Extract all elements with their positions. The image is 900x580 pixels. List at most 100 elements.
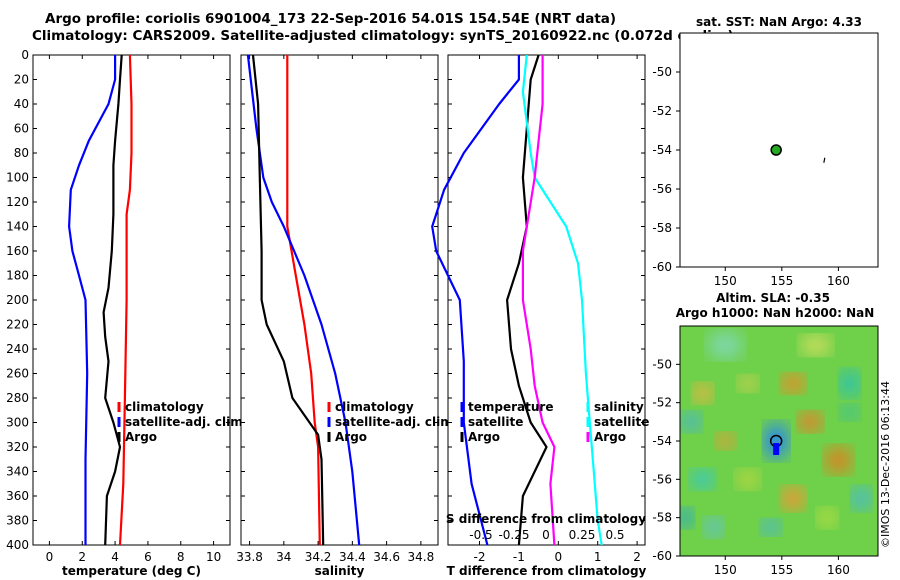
x-tick-label: 4	[111, 550, 119, 564]
series-line-argo	[251, 54, 325, 546]
y-tick-label: 180	[6, 269, 29, 283]
y-tick-label: -54	[652, 434, 672, 448]
x-tick-label: 1	[594, 550, 602, 564]
y-tick-label: 400	[6, 538, 29, 552]
sla-map-title-line1: Altim. SLA: -0.35	[716, 291, 830, 305]
x-tick-label: 0	[46, 550, 54, 564]
y-tick-label: 340	[6, 465, 29, 479]
y-tick-label: 380	[6, 514, 29, 528]
x-tick-label: 2	[633, 550, 641, 564]
x-axis-label: salinity	[315, 564, 365, 578]
legend-label: satellite	[594, 415, 649, 429]
sla-anomaly	[703, 517, 724, 538]
y-tick-label: 220	[6, 318, 29, 332]
y-tick-label: -54	[652, 143, 672, 157]
y-tick-label: 60	[14, 122, 29, 136]
y-tick-label: 40	[14, 97, 29, 111]
secondary-tick-label: 0	[542, 528, 550, 542]
series-line-t-satellite	[431, 55, 521, 546]
sla-anomaly	[824, 446, 853, 475]
track-marker	[823, 157, 826, 163]
x-tick-label: 34.2	[305, 550, 332, 564]
legend-label: satellite-adj. clim.	[335, 415, 457, 429]
y-tick-label: 20	[14, 73, 29, 87]
sla-map-title-line2: Argo h1000: NaN h2000: NaN	[676, 306, 875, 320]
panel-salinity: 33.8 34 34.2 34.4 34.6 34.8 salinity climatolog…	[236, 54, 457, 578]
x-axis-label: temperature (deg C)	[62, 564, 201, 578]
y-tick-label: 300	[6, 416, 29, 430]
x-tick-label: 155	[770, 563, 793, 577]
legend-label: Argo	[335, 430, 367, 444]
secondary-axis-label: S difference from climatology	[446, 512, 646, 526]
legend-label: salinity	[594, 400, 644, 414]
y-tick-label: 280	[6, 391, 29, 405]
y-tick-label: 320	[6, 440, 29, 454]
x-tick-label: 33.8	[236, 550, 263, 564]
panel-temperature: 0204060801001201401601802002202402602803…	[6, 48, 247, 578]
sla-anomaly	[681, 411, 702, 432]
x-tick-label: -1	[513, 550, 525, 564]
panel-sst_map: -50 -52 -54 -56 -58 -60 150 155 160 sat. SST: NaN…	[652, 15, 879, 288]
argo-float-marker	[770, 144, 782, 156]
y-tick-label: 240	[6, 342, 29, 356]
figure-title-line2: Climatology: CARS2009. Satellite-adjuste…	[32, 28, 734, 44]
x-tick-label: 8	[177, 550, 185, 564]
panel-difference: -2 -1 0 1 2T difference from climatology temp…	[431, 54, 649, 578]
series-line-satellite-adj-clim-	[246, 54, 361, 546]
y-tick-label: 120	[6, 195, 29, 209]
x-tick-label: 34.6	[373, 550, 400, 564]
x-tick-label: 160	[827, 563, 850, 577]
y-tick-label: 80	[14, 146, 29, 160]
x-tick-label: 0	[554, 550, 562, 564]
y-tick-label: -56	[652, 472, 672, 486]
sla-anomaly	[735, 469, 760, 490]
legend-label: satellite	[468, 415, 523, 429]
sla-anomaly	[798, 411, 823, 432]
legend-label: satellite-adj. clim.	[125, 415, 247, 429]
y-tick-label: 360	[6, 489, 29, 503]
panel-sla_map: -50 -52 -54 -56 -58 -60 150 155 160 Altim. SLA: -…	[652, 291, 879, 577]
sla-anomaly	[715, 433, 736, 449]
sla-anomaly	[760, 519, 781, 536]
x-tick-label: 160	[827, 274, 850, 288]
y-tick-label: -58	[652, 221, 672, 235]
series-line-argo	[102, 54, 123, 546]
series-line-s-satellite	[521, 54, 603, 546]
legend-label: Argo	[125, 430, 157, 444]
x-tick-label: 6	[144, 550, 152, 564]
sla-anomaly	[737, 375, 758, 392]
x-tick-label: 10	[206, 550, 221, 564]
series-line-satellite-adj-clim-	[67, 55, 117, 545]
y-tick-label: 160	[6, 244, 29, 258]
sla-anomaly	[692, 383, 713, 404]
series-line-climatology	[118, 54, 133, 546]
x-tick-label: 150	[714, 274, 737, 288]
sst-map-title: sat. SST: NaN Argo: 4.33	[696, 15, 862, 29]
sla-anomaly	[839, 404, 860, 421]
sla-heatmap	[680, 326, 878, 556]
sla-anomaly	[851, 486, 872, 511]
legend-label: Argo	[594, 430, 626, 444]
x-tick-label: 34.8	[408, 550, 435, 564]
legend-label: climatology	[335, 400, 414, 414]
sla-anomaly	[839, 369, 860, 398]
y-tick-label: 260	[6, 367, 29, 381]
sla-anomaly	[799, 335, 832, 356]
series-line-t-argo	[506, 54, 548, 546]
y-tick-label: -58	[652, 511, 672, 525]
sla-anomaly	[781, 486, 806, 511]
argo-track-marker	[773, 443, 780, 455]
y-tick-label: 0	[21, 48, 29, 62]
x-axis-label: T difference from climatology	[447, 564, 647, 578]
y-tick-label: -50	[652, 65, 672, 79]
plot-frame-difference	[447, 54, 646, 546]
y-tick-label: -60	[652, 260, 672, 274]
sla-anomaly	[680, 507, 694, 528]
y-tick-label: -52	[652, 396, 672, 410]
x-tick-label: 34	[276, 550, 291, 564]
sla-anomaly	[707, 331, 744, 360]
x-tick-label: 155	[770, 274, 793, 288]
imos-watermark: ©IMOS 13-Dec-2016 06:13:44	[879, 381, 892, 548]
sla-anomaly	[817, 507, 838, 528]
